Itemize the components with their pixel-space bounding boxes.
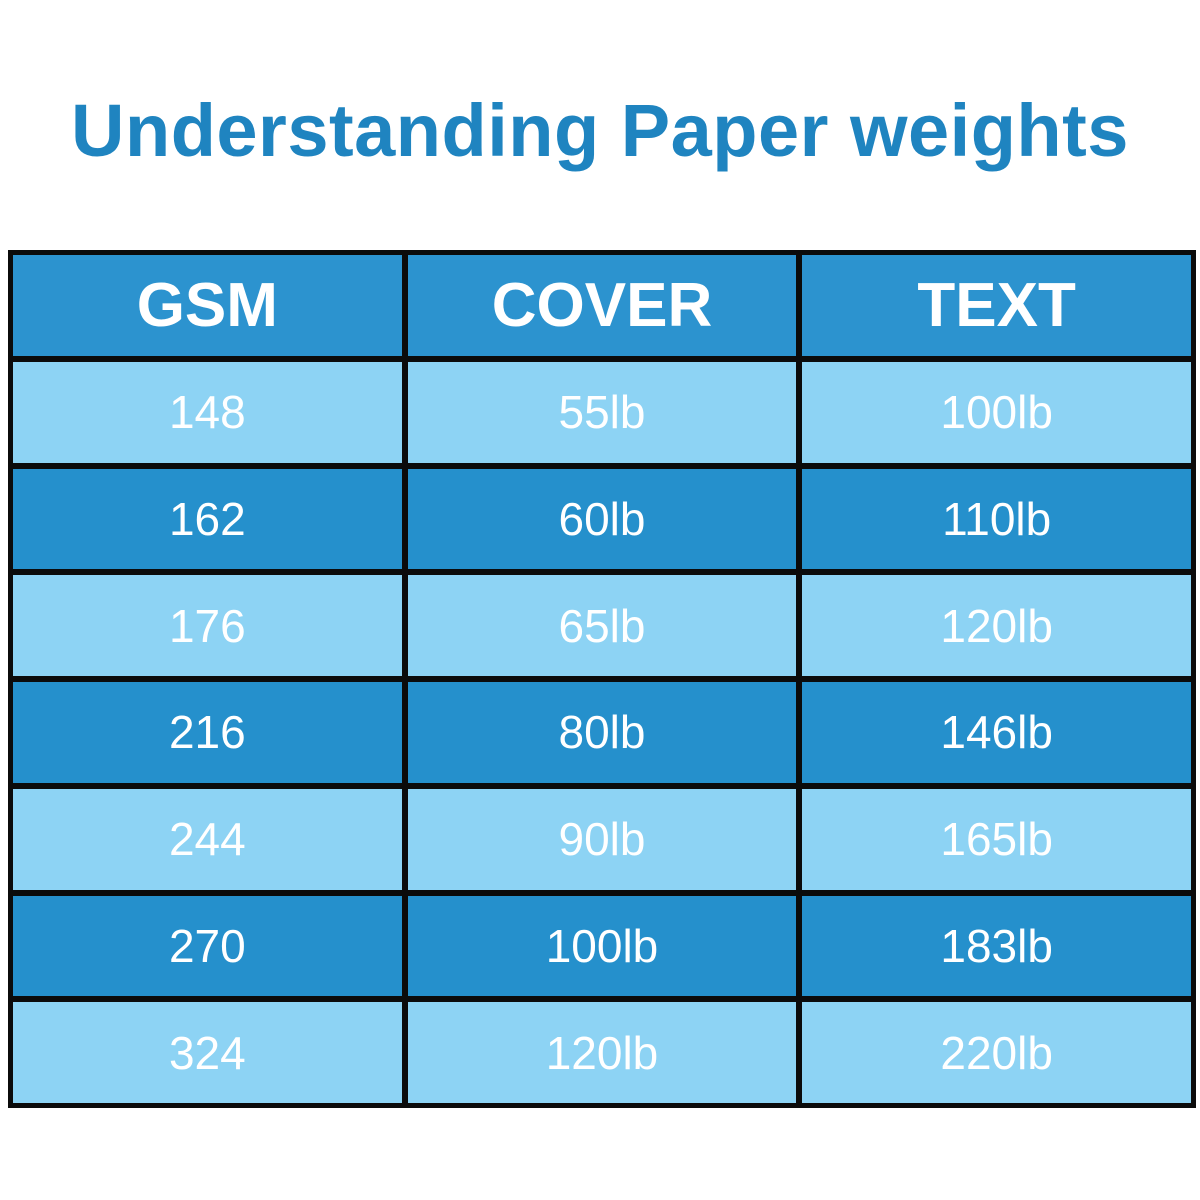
cell-text: 220lb <box>802 1002 1191 1103</box>
cell-text: 110lb <box>802 468 1191 570</box>
cell-gsm: 216 <box>13 682 402 783</box>
header-cover: COVER <box>407 255 797 356</box>
cell-text: 165lb <box>802 788 1191 890</box>
cell-text: 146lb <box>802 682 1191 783</box>
cell-gsm: 162 <box>13 468 402 570</box>
paper-weight-table: GSM COVER TEXT 148 55lb 100lb 162 60lb 110lb 1… <box>8 250 1196 1108</box>
cell-gsm: 270 <box>13 895 402 997</box>
cell-gsm: 324 <box>13 1002 402 1103</box>
cell-cover: 120lb <box>407 1002 797 1103</box>
cell-cover: 80lb <box>407 682 797 783</box>
cell-cover: 65lb <box>407 575 797 676</box>
cell-text: 183lb <box>802 895 1191 997</box>
cell-cover: 55lb <box>407 361 797 463</box>
header-gsm: GSM <box>13 255 402 356</box>
header-text: TEXT <box>802 255 1191 356</box>
cell-cover: 90lb <box>407 788 797 890</box>
cell-text: 120lb <box>802 575 1191 676</box>
cell-text: 100lb <box>802 361 1191 463</box>
cell-gsm: 148 <box>13 361 402 463</box>
cell-cover: 100lb <box>407 895 797 997</box>
page-title: Understanding Paper weights <box>71 89 1129 172</box>
cell-gsm: 244 <box>13 788 402 890</box>
cell-gsm: 176 <box>13 575 402 676</box>
cell-cover: 60lb <box>407 468 797 570</box>
